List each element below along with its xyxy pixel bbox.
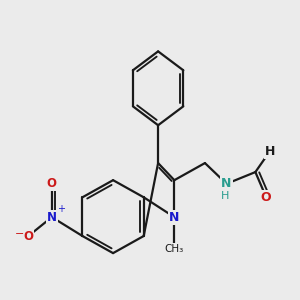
Text: N: N [47,211,57,224]
Text: N: N [221,177,232,190]
Text: +: + [57,204,65,214]
Text: H: H [265,145,275,158]
Text: CH₃: CH₃ [165,244,184,254]
Text: O: O [47,177,57,190]
Text: O: O [261,191,272,204]
Text: N: N [169,211,179,224]
Text: H: H [220,191,229,201]
Text: O: O [23,230,33,242]
Text: −: − [15,229,24,239]
